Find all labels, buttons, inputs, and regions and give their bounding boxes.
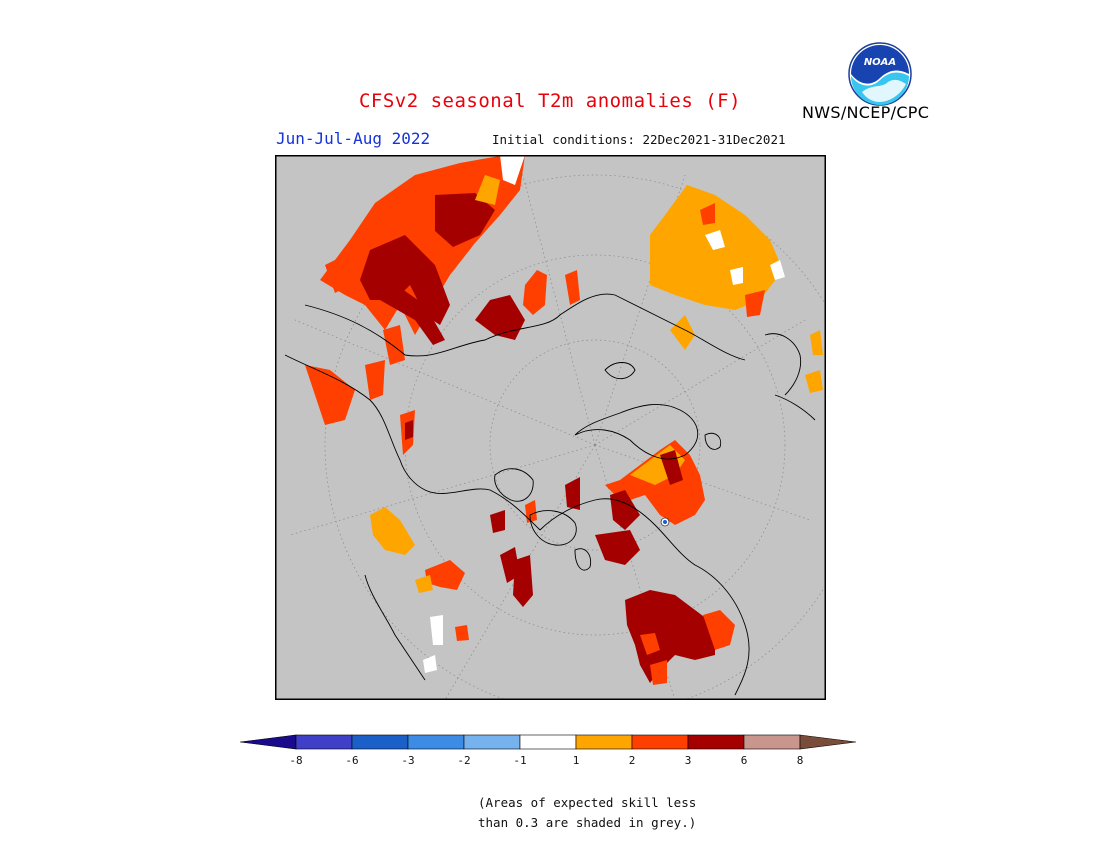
colorbar-tick-label: -2 <box>457 754 470 767</box>
map-border <box>275 155 826 700</box>
colorbar-end-high <box>799 734 857 750</box>
colorbar-tick-label: 6 <box>741 754 748 767</box>
colorbar-bin <box>407 734 465 750</box>
anomaly-eurasia <box>305 155 580 455</box>
station-marker-dot <box>663 520 667 524</box>
map-title: CFSv2 seasonal T2m anomalies (F) <box>358 90 742 112</box>
colorbar-bin <box>351 734 409 750</box>
colorbar-end-low <box>239 734 297 750</box>
colorbar-tick-label: -8 <box>289 754 302 767</box>
colorbar-tick-label: -1 <box>513 754 526 767</box>
colorbar-bin <box>631 734 689 750</box>
colorbar-bin <box>743 734 801 750</box>
note-line-2: than 0.3 are shaded in grey.) <box>478 815 697 830</box>
skill-note: (Areas of expected skill less than 0.3 a… <box>478 793 696 833</box>
colorbar-tick-label: 1 <box>573 754 580 767</box>
forecast-period: Jun-Jul-Aug 2022 <box>276 129 431 148</box>
anomaly-north-america <box>650 185 823 393</box>
polar-map <box>275 155 826 700</box>
colorbar-tick-label: -6 <box>345 754 358 767</box>
colorbar-tick-label: 2 <box>629 754 636 767</box>
colorbar-tick-label: -3 <box>401 754 414 767</box>
logo-text: NOAA <box>864 57 896 68</box>
colorbar-tick-label: 8 <box>797 754 804 767</box>
colorbar-ticks: -8 -6 -3 -2 -1 1 2 3 6 8 <box>289 754 803 767</box>
colorbar: -8 -6 -3 -2 -1 1 2 3 6 8 <box>239 734 857 767</box>
colorbar-bin <box>519 734 577 750</box>
agency-label: NWS/NCEP/CPC <box>802 103 930 122</box>
colorbar-tick-label: 3 <box>685 754 692 767</box>
noaa-logo: NOAA <box>848 42 912 106</box>
anomaly-sw <box>370 507 469 673</box>
anomaly-greenland-canada <box>490 440 735 685</box>
colorbar-bins <box>239 734 857 750</box>
colorbar-bin <box>295 734 353 750</box>
colorbar-bin <box>687 734 745 750</box>
colorbar-bin <box>463 734 521 750</box>
initial-conditions: Initial conditions: 22Dec2021-31Dec2021 <box>492 132 786 147</box>
graticule <box>289 164 826 700</box>
colorbar-bin <box>575 734 633 750</box>
note-line-1: (Areas of expected skill less <box>478 795 697 810</box>
coastlines <box>284 293 816 696</box>
